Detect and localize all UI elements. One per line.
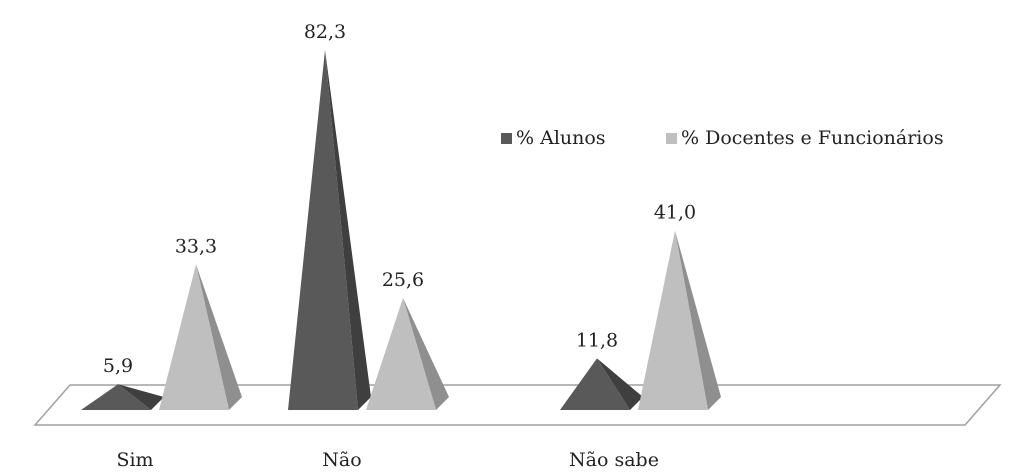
category-label-nao-sabe: Não sabe (569, 449, 659, 471)
bar-side-docentes-nao (403, 298, 449, 410)
bar-alunos-nao-sabe (560, 358, 630, 410)
plot-area (81, 50, 721, 410)
value-label-docentes-nao-sabe: 41,0 (654, 202, 696, 224)
legend-swatch-alunos (501, 133, 512, 144)
value-label-docentes-nao: 25,6 (382, 269, 424, 291)
value-label-docentes-sim: 33,3 (175, 235, 217, 257)
bar-docentes-nao-sabe (638, 230, 708, 410)
category-label-nao: Não (322, 449, 361, 471)
bar-side-alunos-nao-sabe (597, 358, 643, 410)
bar-docentes-sim (159, 264, 229, 410)
value-label-alunos-sim: 5,9 (103, 355, 133, 377)
bar-side-alunos-sim (118, 384, 164, 410)
legend-swatch-docentes (666, 133, 677, 144)
bar-side-docentes-sim (196, 264, 242, 410)
legend-label-alunos: % Alunos (516, 127, 606, 149)
bar-side-alunos-nao (325, 50, 371, 410)
bar-alunos-nao (288, 50, 358, 410)
value-labels: 5,9 33,3 82,3 25,6 11,8 41,0 (103, 21, 696, 377)
bar-side-docentes-nao-sabe (675, 230, 721, 410)
legend: % Alunos % Docentes e Funcionários (501, 127, 944, 149)
bar-alunos-sim (81, 384, 151, 410)
bar-docentes-nao (366, 298, 436, 410)
category-label-sim: Sim (116, 449, 153, 471)
category-labels: Sim Não Não sabe (116, 449, 659, 471)
value-label-alunos-nao-sabe: 11,8 (576, 329, 618, 351)
legend-label-docentes: % Docentes e Funcionários (681, 127, 944, 149)
value-label-alunos-nao: 82,3 (304, 21, 346, 43)
